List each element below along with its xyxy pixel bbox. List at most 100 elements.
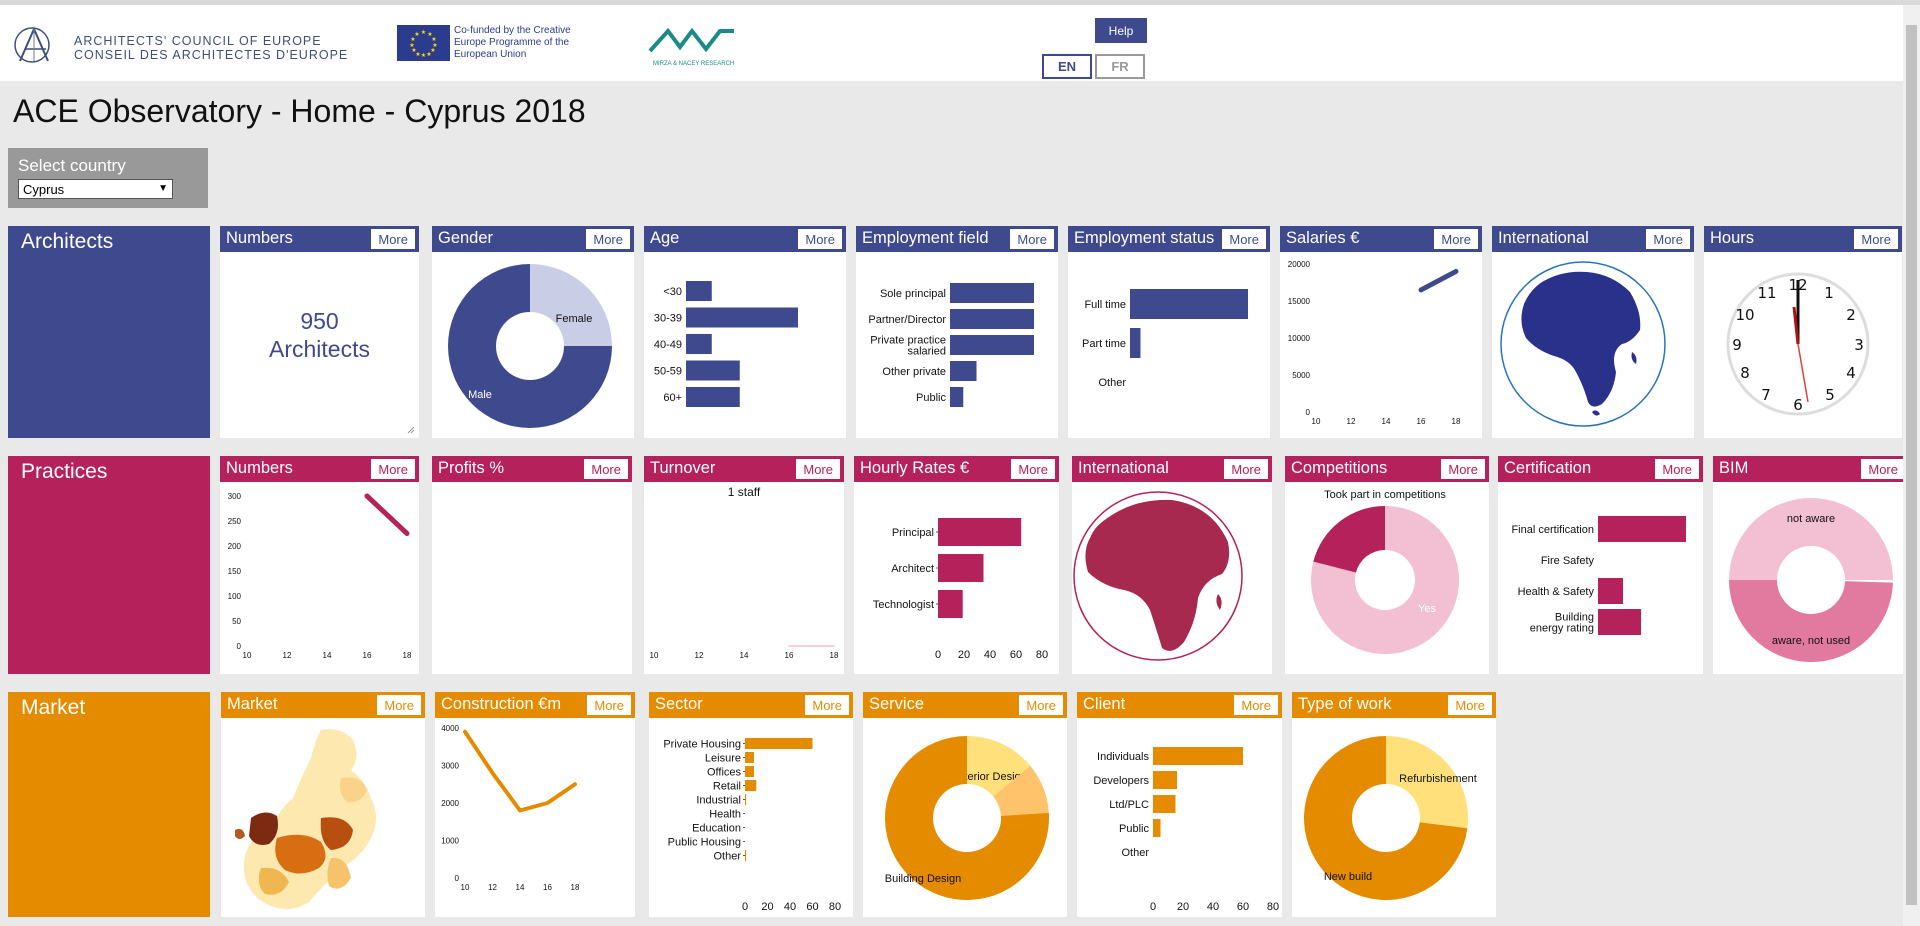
x-tick-label: 0 xyxy=(1150,901,1156,913)
bar xyxy=(686,360,740,381)
lang-en-button[interactable]: EN xyxy=(1042,54,1092,79)
slice-label: Interior Design xyxy=(955,771,1027,783)
tile-arch-numbers: Numbers More 950 Architects xyxy=(220,226,419,438)
slice-label: not aware xyxy=(1787,513,1835,525)
bar xyxy=(1153,747,1243,765)
bar xyxy=(745,780,757,791)
tile-mark-client: Client More Individuals Developers Ltd/PLC… xyxy=(1077,692,1282,917)
tick-label: Public xyxy=(916,392,946,404)
more-button[interactable]: More xyxy=(586,229,630,249)
bar xyxy=(686,307,798,328)
country-select[interactable]: Cyprus ▼ xyxy=(18,179,173,199)
globe-icon xyxy=(1500,261,1666,427)
row-label-architects[interactable]: Architects xyxy=(8,226,210,438)
vertical-scrollbar[interactable] xyxy=(1903,5,1920,926)
bar xyxy=(938,518,1022,546)
more-button[interactable]: More xyxy=(805,695,849,715)
tick-label: Final certification xyxy=(1511,524,1594,536)
x-tick-label: 60 xyxy=(1010,649,1022,661)
more-button[interactable]: More xyxy=(798,229,842,249)
more-button[interactable]: More xyxy=(1019,695,1063,715)
y-tick-label: 150 xyxy=(228,567,242,576)
age-bar-chart: <30 30-39 40-49 50-59 60+ xyxy=(654,281,798,407)
x-tick-label: 80 xyxy=(829,901,841,913)
more-button[interactable]: More xyxy=(1655,459,1699,479)
more-button[interactable]: More xyxy=(1646,229,1690,249)
more-button[interactable]: More xyxy=(1441,459,1485,479)
donut-slice xyxy=(1729,498,1893,580)
scrollbar-thumb[interactable] xyxy=(1906,25,1917,905)
row-label-practices[interactable]: Practices xyxy=(8,456,210,674)
y-tick-label: 15000 xyxy=(1288,297,1311,306)
lang-fr-button[interactable]: FR xyxy=(1095,54,1145,79)
tile-mark-sector: Sector More Private Housing Leisure Office… xyxy=(649,692,853,917)
x-tick-label: 18 xyxy=(1452,417,1461,426)
donut-slice xyxy=(1304,736,1468,900)
tick-label: Developers xyxy=(1093,775,1149,787)
x-tick-label: 18 xyxy=(830,651,839,660)
architect-count-unit: Architects xyxy=(269,336,370,362)
x-tick-label: 16 xyxy=(363,651,372,660)
more-button[interactable]: More xyxy=(1434,229,1478,249)
certification-bar-chart: Final certification Fire Safety Health & S… xyxy=(1511,516,1686,635)
tick-label: Health & Safety xyxy=(1518,586,1595,598)
more-button[interactable]: More xyxy=(796,459,840,479)
x-tick-label: 0 xyxy=(935,649,941,661)
tick-label: Private Housing xyxy=(663,739,741,751)
tile-title: Sector xyxy=(655,695,703,713)
more-button[interactable]: More xyxy=(371,459,415,479)
row-label-market[interactable]: Market xyxy=(8,692,210,917)
tile-prac-numbers: Numbers More 10 12 14 16 18 0 50 100 150 200 250 30… xyxy=(220,456,419,674)
tick-label: Partner/Director xyxy=(868,314,946,326)
y-tick-label: 2000 xyxy=(441,799,459,808)
bar xyxy=(745,766,754,777)
donut-slice xyxy=(1313,506,1385,573)
more-button[interactable]: More xyxy=(587,695,631,715)
tile-mark-typeofwork: Type of work More Refurbishement New buil… xyxy=(1292,692,1496,917)
ace-logo[interactable]: ARCHITECTS' COUNCIL OF EUROPE CONSEIL DE… xyxy=(12,25,347,65)
top-strip xyxy=(0,0,1920,5)
x-tick-label: 16 xyxy=(785,651,794,660)
more-button[interactable]: More xyxy=(1224,459,1268,479)
more-button[interactable]: More xyxy=(1234,695,1278,715)
series-line xyxy=(463,729,577,813)
more-button[interactable]: More xyxy=(371,229,415,249)
x-tick-label: 12 xyxy=(1347,417,1356,426)
more-button[interactable]: More xyxy=(1854,229,1898,249)
construction-line-chart: 10 12 14 16 18 0 1000 2000 3000 4000 xyxy=(441,724,580,892)
more-button[interactable]: More xyxy=(377,695,421,715)
more-button[interactable]: More xyxy=(1448,695,1492,715)
donut-slice xyxy=(1311,506,1459,654)
bim-donut-chart: not awareusedaware, not used xyxy=(1729,498,1893,662)
mirza-nacey-logo: MIRZA & NACEY RESEARCH xyxy=(648,23,738,73)
tile-title: Client xyxy=(1083,695,1126,713)
bar xyxy=(1153,795,1176,813)
x-tick-label: 12 xyxy=(283,651,292,660)
tile-title: Employment status xyxy=(1074,229,1215,247)
y-tick-label: 0 xyxy=(455,874,460,883)
y-tick-label: 3000 xyxy=(441,762,459,771)
x-tick-label: 40 xyxy=(984,649,996,661)
chart-subtitle: 1 staff xyxy=(728,485,761,499)
svg-text:7: 7 xyxy=(1761,386,1771,404)
tile-arch-international: International More xyxy=(1492,226,1694,438)
x-tick-label: 60 xyxy=(1237,901,1249,913)
tick-label: Individuals xyxy=(1097,751,1149,763)
more-button[interactable]: More xyxy=(1011,459,1055,479)
tick-label: Education xyxy=(692,823,741,835)
employment-field-bar-chart: Sole principal Partner/Director Private pr… xyxy=(868,283,1034,407)
more-button[interactable]: More xyxy=(584,459,628,479)
more-button[interactable]: More xyxy=(1222,229,1266,249)
tile-title: Numbers xyxy=(226,459,293,477)
help-button[interactable]: Help xyxy=(1095,18,1147,43)
more-button[interactable]: More xyxy=(1010,229,1054,249)
more-button[interactable]: More xyxy=(1861,459,1903,479)
x-tick-label: 12 xyxy=(488,883,497,892)
x-tick-label: 10 xyxy=(461,883,470,892)
tick-label: Technologist xyxy=(873,599,934,611)
ace-name-fr: CONSEIL DES ARCHITECTES D'EUROPE xyxy=(74,48,349,62)
competitions-donut-chart: NoYesTook part in competitions xyxy=(1311,489,1459,654)
tick-label: 60+ xyxy=(663,392,682,404)
svg-text:★: ★ xyxy=(414,31,419,38)
bar xyxy=(1130,328,1141,358)
